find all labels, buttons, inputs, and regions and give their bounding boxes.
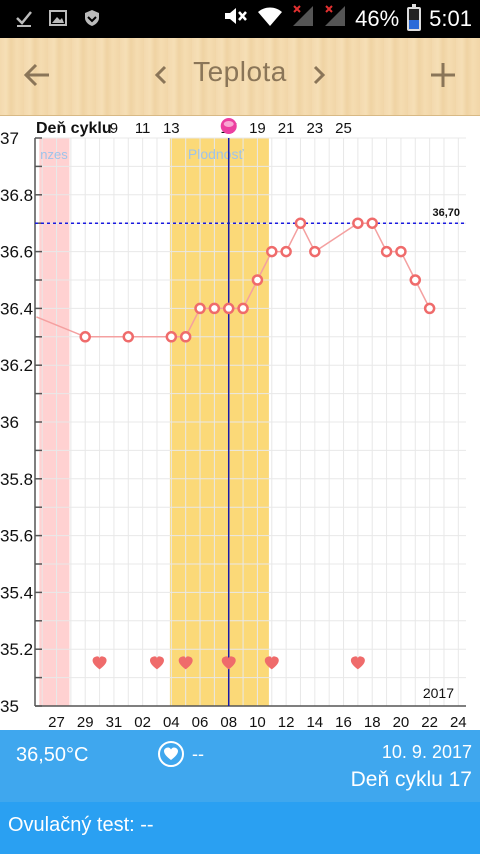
fertile-label: Plodnosť [188, 146, 245, 162]
ovulation-test-label: Ovulačný test: -- [8, 814, 154, 836]
cycle-day-label: 13 [163, 120, 180, 137]
heart-icon[interactable] [92, 656, 107, 670]
heart-icon[interactable] [158, 741, 184, 767]
x-tick-label: 29 [77, 714, 94, 730]
x-tick-label: 22 [421, 714, 438, 730]
y-tick-label: 35.8 [0, 470, 33, 489]
temperature-point[interactable] [208, 302, 221, 315]
selected-date: 10. 9. 2017 [381, 742, 472, 762]
heart-icon[interactable] [178, 656, 193, 670]
temperature-point[interactable] [366, 217, 378, 229]
cycle-day-label: 19 [249, 120, 266, 137]
temperature-point[interactable] [79, 331, 91, 343]
temperature-point[interactable] [294, 217, 307, 229]
wifi-icon [257, 5, 283, 33]
menses-label: nzes [40, 147, 68, 162]
app-bar: Teplota [0, 38, 480, 116]
y-tick-label: 35 [0, 697, 19, 716]
cycle-day: Deň cyklu 17 [350, 768, 472, 791]
temperature-point[interactable] [352, 217, 364, 229]
x-tick-label: 16 [335, 714, 352, 730]
chart-svg[interactable]: 37 36.8 36.6 36.4 36.2 36 35.8 35.6 35.4 35.2 35 27… [0, 116, 480, 731]
ovulation-marker-highlight [223, 121, 234, 127]
x-tick-label: 06 [192, 714, 209, 730]
cycle-day-label: 21 [278, 120, 295, 137]
cycle-day-label: 25 [335, 120, 352, 137]
info-panel: 36,50°C -- 10. 9. 2017 Deň cyklu 17 [0, 730, 480, 802]
temperature-point[interactable] [122, 331, 135, 343]
cycle-day-label: 23 [306, 120, 323, 137]
y-tick-label: 36.8 [0, 186, 33, 205]
heart-icon[interactable] [149, 656, 164, 670]
x-tick-label: 10 [249, 714, 266, 730]
chevron-left-icon [154, 65, 167, 85]
x-tick-label: 12 [278, 714, 295, 730]
y-tick-label: 36.4 [0, 299, 33, 318]
temperature-point[interactable] [266, 245, 278, 258]
cycle-header-label: Deň cyklu [36, 120, 112, 137]
y-tick-label: 35.2 [0, 640, 33, 659]
temperature-point[interactable] [409, 274, 422, 286]
cycle-day-label: 9 [110, 120, 118, 137]
next-button[interactable] [304, 52, 334, 98]
x-tick-label: 24 [450, 714, 467, 730]
x-tick-label: 04 [163, 714, 180, 730]
y-tick-label: 36.6 [0, 243, 33, 262]
heart-value: -- [192, 744, 204, 764]
page-title: Teplota [193, 56, 287, 87]
temperature-chart[interactable]: 37 36.8 36.6 36.4 36.2 36 35.8 35.6 35.4 35.2 35 27… [0, 116, 480, 731]
heart-icon[interactable] [350, 656, 365, 670]
y-tick-label: 37 [0, 129, 19, 148]
plus-icon [431, 63, 455, 87]
x-tick-label: 08 [220, 714, 237, 730]
y-tick-label: 35.6 [0, 527, 33, 546]
add-button[interactable] [420, 52, 466, 98]
heart-icon[interactable] [264, 656, 279, 670]
status-bar: 46% 5:01 [0, 0, 480, 38]
cycle-day-label: 11 [135, 120, 151, 137]
x-tick-label: 20 [393, 714, 410, 730]
clock: 5:01 [429, 6, 472, 31]
signal-no-service-icon [291, 4, 315, 34]
temperature-point[interactable] [222, 302, 235, 315]
reference-line-label: 36,70 [432, 207, 460, 219]
temperature-point[interactable] [194, 302, 206, 315]
x-tick-label: 31 [106, 714, 123, 730]
temperature-point[interactable] [309, 245, 321, 258]
battery-percent: 46% [355, 6, 400, 31]
y-tick-label: 36.2 [0, 356, 33, 375]
ovulation-test-bar[interactable]: Ovulačný test: -- [0, 802, 480, 854]
year-label: 2017 [423, 685, 454, 701]
x-tick-label: 14 [306, 714, 323, 730]
temperature-point[interactable] [251, 274, 264, 286]
chevron-right-icon [313, 65, 326, 85]
y-tick-label: 36 [0, 413, 19, 432]
signal-icon [323, 4, 347, 34]
temperature-point[interactable] [280, 245, 292, 258]
temperature-point[interactable] [423, 302, 436, 315]
x-tick-label: 27 [48, 714, 65, 730]
y-tick-label: 35.4 [0, 583, 33, 602]
shield-icon [82, 8, 102, 28]
back-button[interactable] [14, 52, 60, 98]
arrow-left-icon [23, 63, 49, 87]
download-done-icon [14, 8, 34, 28]
previous-button[interactable] [146, 52, 176, 98]
temperature-point[interactable] [165, 331, 178, 343]
temperature-value: 36,50°C [16, 744, 89, 766]
x-tick-label: 18 [364, 714, 381, 730]
notification-icons [14, 8, 102, 28]
image-icon [48, 8, 68, 28]
mute-icon [223, 5, 249, 33]
x-tick-label: 02 [134, 714, 151, 730]
temperature-point[interactable] [237, 302, 249, 315]
temperature-point[interactable] [395, 245, 407, 258]
system-icons: 46% 5:01 [223, 4, 472, 34]
heart-icon[interactable] [221, 656, 236, 670]
temperature-point[interactable] [380, 245, 393, 258]
battery-icon [407, 4, 422, 31]
temperature-point[interactable] [179, 331, 192, 343]
